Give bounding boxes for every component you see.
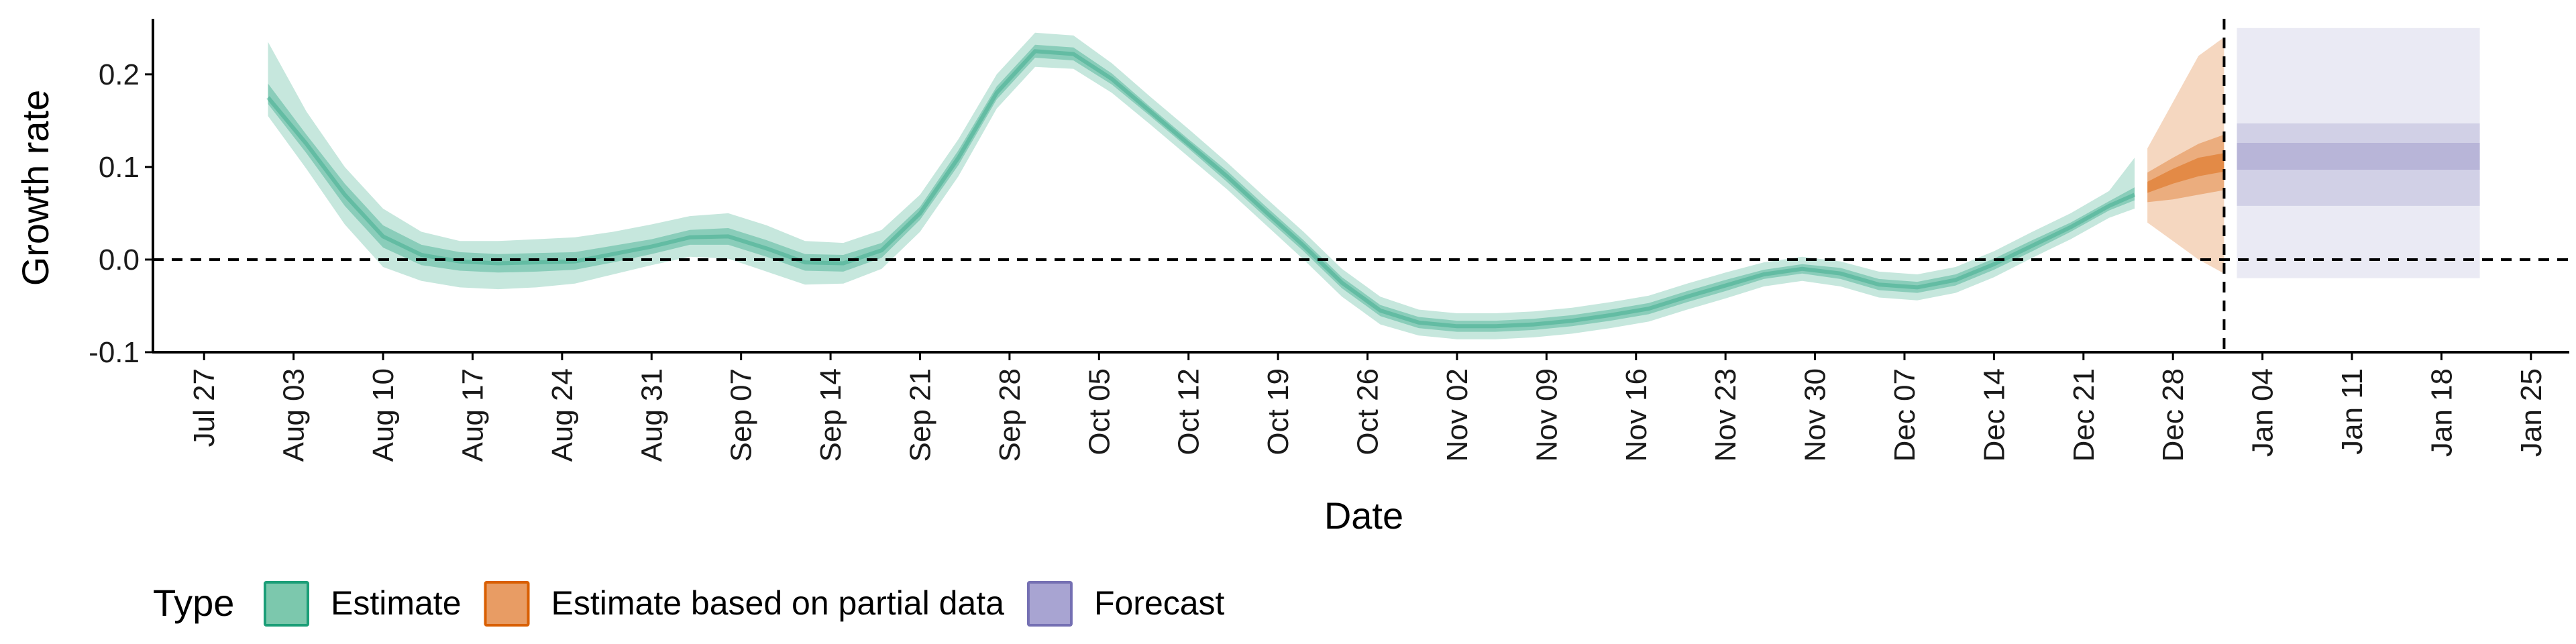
legend-label-1: Estimate based on partial data xyxy=(551,584,1005,622)
y-tick-label: -0.1 xyxy=(89,336,140,369)
x-tick-label: Aug 31 xyxy=(635,368,668,462)
x-tick-label: Sep 14 xyxy=(814,368,847,462)
series-2 xyxy=(2237,28,2480,278)
x-tick-label: Sep 21 xyxy=(904,368,936,462)
x-tick-label: Nov 30 xyxy=(1799,368,1832,462)
x-tick-label: Jan 11 xyxy=(2336,368,2369,455)
series-0 xyxy=(266,32,2136,339)
x-tick-label: Aug 03 xyxy=(278,368,311,462)
x-tick-label: Nov 02 xyxy=(1441,368,1474,462)
series-1 xyxy=(2147,37,2224,274)
legend-label-0: Estimate xyxy=(331,584,462,622)
legend: Type Estimate Estimate based on partial d… xyxy=(153,581,1225,627)
band-20-series-2 xyxy=(2237,143,2480,170)
x-tick-label: Oct 26 xyxy=(1352,368,1385,455)
x-tick-label: Nov 23 xyxy=(1709,368,1742,462)
legend-swatch-2 xyxy=(1026,581,1073,627)
band-50-series-2 xyxy=(2237,123,2480,206)
x-tick-label: Jan 25 xyxy=(2515,368,2548,457)
x-tick-label: Oct 05 xyxy=(1083,368,1116,455)
x-tick-label: Aug 24 xyxy=(546,368,579,462)
axes: -0.1 0.0 0.1 0.2 Jul 27 Aug 03 Aug 10 Aug 17 Aug… xyxy=(89,19,2569,462)
reference-lines xyxy=(153,19,2569,352)
mean-line-series-0 xyxy=(266,49,2136,329)
x-tick-label: Dec 07 xyxy=(1888,368,1921,462)
legend-label-2: Forecast xyxy=(1094,584,1225,622)
x-tick-label: Nov 16 xyxy=(1620,368,1653,462)
x-tick-label: Aug 10 xyxy=(367,368,400,462)
legend-swatch-1 xyxy=(484,581,530,627)
band-50-series-1 xyxy=(2147,134,2224,203)
series-bands xyxy=(266,28,2480,339)
y-tick-label: 0.2 xyxy=(99,58,140,91)
x-tick-label: Jul 27 xyxy=(188,368,221,447)
y-tick-label: 0.0 xyxy=(99,244,140,276)
x-tick-label: Jan 18 xyxy=(2425,368,2458,457)
legend-swatch-0 xyxy=(264,581,309,627)
x-axis-title: Date xyxy=(1324,494,1403,537)
x-tick-label: Dec 28 xyxy=(2157,368,2190,462)
x-tick-label: Aug 17 xyxy=(456,368,489,462)
band-90-series-2 xyxy=(2237,28,2480,278)
x-tick-label: Nov 09 xyxy=(1530,368,1563,462)
x-tick-label: Sep 07 xyxy=(725,368,758,462)
band-20-series-1 xyxy=(2147,153,2224,193)
band-90-series-0 xyxy=(268,32,2135,339)
band-90-series-1 xyxy=(2147,37,2224,274)
y-tick-label: 0.1 xyxy=(99,151,140,184)
legend-title: Type xyxy=(153,582,234,624)
y-axis-title: Growth rate xyxy=(14,90,56,286)
x-tick-label: Oct 12 xyxy=(1173,368,1205,455)
x-tick-label: Oct 19 xyxy=(1262,368,1295,455)
x-tick-label: Dec 14 xyxy=(1978,368,2010,462)
x-tick-label: Jan 04 xyxy=(2247,368,2279,457)
x-tick-label: Sep 28 xyxy=(994,368,1026,462)
x-tick-label: Dec 21 xyxy=(2068,368,2100,462)
